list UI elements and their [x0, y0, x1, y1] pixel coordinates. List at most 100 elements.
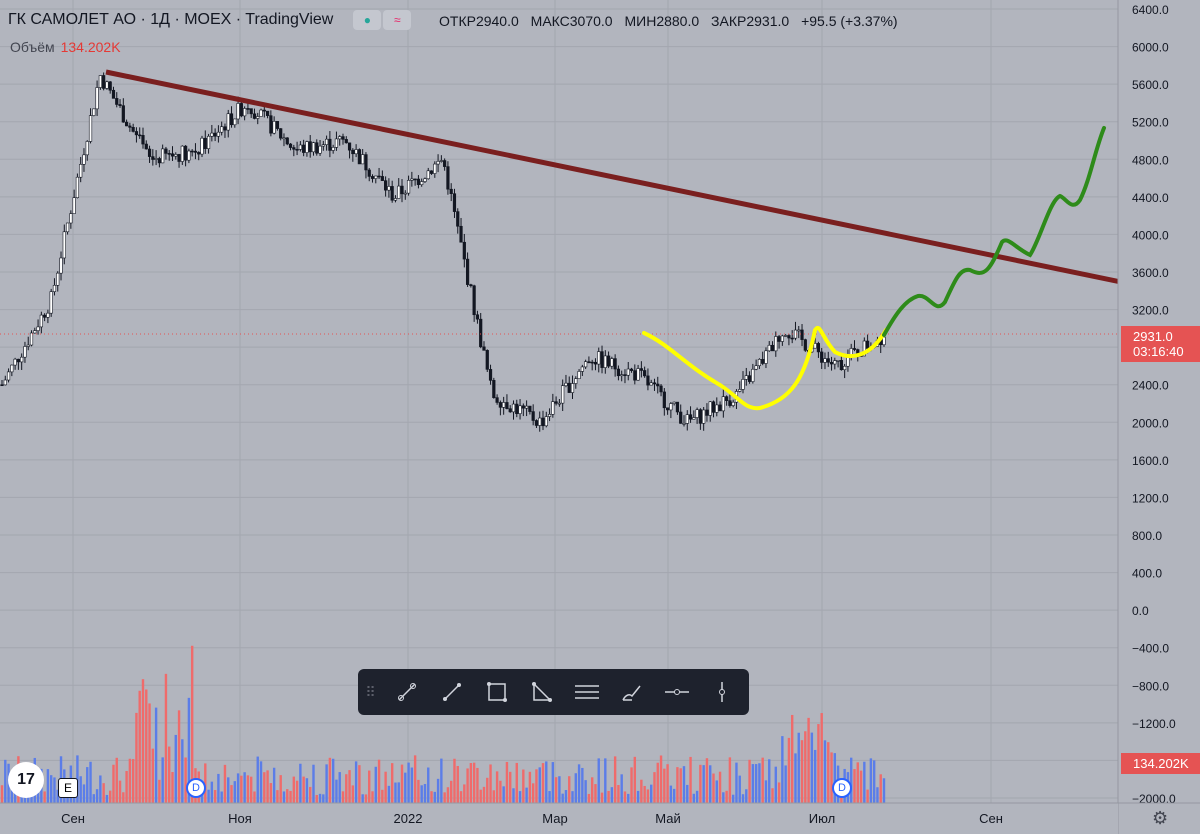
volume-bar	[325, 764, 328, 803]
candle-body	[52, 284, 57, 292]
volume-bar	[531, 783, 535, 803]
chart-header: ГК САМОЛЕТ АО · 1Д · MOEX · TradingView …	[8, 10, 412, 30]
candle-body	[557, 402, 561, 405]
open-label: ОТКР	[439, 13, 476, 29]
volume-bar	[56, 789, 59, 803]
settings-gear-icon[interactable]: ⚙	[1152, 808, 1169, 828]
candle-body	[105, 81, 109, 89]
candle-body	[390, 186, 394, 201]
volume-bar	[345, 774, 348, 803]
volume-bar	[574, 773, 577, 803]
volume-bar	[705, 758, 709, 803]
parallel-lines-icon[interactable]	[564, 669, 609, 715]
symbol-title[interactable]: ГК САМОЛЕТ АО · 1Д · MOEX · TradingView	[8, 11, 334, 28]
volume-bar	[646, 789, 650, 803]
volume-bar	[79, 776, 82, 803]
candle-body	[826, 358, 830, 363]
candle-body	[462, 241, 466, 260]
candle-body	[357, 149, 361, 165]
volume-bar	[650, 784, 653, 803]
volume-bar	[633, 756, 637, 803]
volume-bar	[827, 742, 830, 803]
candle-body	[646, 375, 650, 386]
candle-body	[420, 181, 424, 185]
candle-body	[72, 197, 76, 214]
candle-body	[534, 420, 539, 426]
candle-body	[351, 149, 355, 155]
candle-body	[328, 138, 332, 151]
dividend-marker[interactable]: D	[186, 778, 206, 798]
candle-body	[744, 375, 748, 380]
candle-body	[606, 355, 611, 367]
candle-body	[275, 121, 280, 129]
candle-body	[131, 127, 135, 132]
volume-bar	[672, 788, 676, 803]
candle-body	[16, 358, 20, 363]
data-feed-icon[interactable]: ≈	[383, 10, 412, 30]
status-dot-icon[interactable]: ●	[353, 10, 382, 30]
volume-bar	[223, 764, 227, 803]
dividend-marker[interactable]: D	[832, 778, 852, 798]
vertical-line-icon[interactable]	[699, 669, 744, 715]
candle-body	[115, 98, 119, 105]
volume-bar	[754, 764, 758, 803]
volume-bar	[830, 752, 833, 803]
candle-body	[629, 368, 634, 371]
volume-bar	[866, 789, 869, 803]
volume-bar	[627, 793, 630, 803]
candle-body	[698, 409, 702, 424]
volume-bar	[790, 714, 794, 803]
candle-body	[593, 361, 598, 365]
volume-bar	[863, 761, 866, 803]
candle-body	[839, 360, 843, 371]
drag-handle-icon[interactable]: ⠿	[365, 683, 377, 700]
candle-body	[426, 170, 430, 180]
volume-bar	[269, 783, 273, 803]
volume-bar	[266, 770, 269, 803]
tradingview-logo-icon[interactable]: 17	[8, 762, 44, 798]
volume-bar	[774, 766, 777, 803]
candle-body	[397, 185, 401, 199]
volume-bar	[204, 763, 207, 803]
candle-body	[62, 231, 66, 259]
rectangle-icon[interactable]	[474, 669, 519, 715]
drawing-toolbar: ⠿	[358, 669, 749, 715]
volume-bar	[371, 791, 374, 803]
horizontal-ray-icon[interactable]	[654, 669, 699, 715]
candle-body	[659, 385, 663, 393]
candle-body	[170, 153, 175, 157]
trend-line-icon[interactable]	[384, 669, 429, 715]
ray-icon[interactable]	[429, 669, 474, 715]
volume-bar	[545, 761, 548, 803]
volume-bar	[492, 790, 496, 803]
candle-body	[721, 396, 725, 412]
brush-icon[interactable]	[609, 669, 654, 715]
volume-bar	[354, 761, 358, 803]
candle-body	[623, 374, 627, 376]
candle-body	[361, 154, 365, 165]
candle-body	[85, 141, 89, 156]
candle-body	[39, 314, 43, 328]
volume-bar	[853, 769, 856, 803]
earnings-marker[interactable]: E	[58, 778, 78, 798]
candle-body	[344, 139, 348, 144]
volume-legend[interactable]: Объём 134.202K	[10, 39, 121, 55]
candle-body	[505, 402, 509, 409]
candle-body	[121, 105, 125, 123]
volume-bar	[535, 769, 538, 803]
candle-body	[377, 175, 381, 178]
candle-body	[829, 361, 834, 365]
triangle-icon[interactable]	[519, 669, 564, 715]
volume-price-tag: 134.202K	[1121, 753, 1200, 774]
candle-body	[111, 89, 116, 99]
candle-body	[325, 138, 329, 146]
volume-bar	[568, 776, 571, 803]
volume-bar	[164, 673, 168, 803]
candle-body	[331, 147, 335, 151]
volume-bar	[410, 767, 414, 803]
candle-body	[246, 108, 250, 110]
candle-body	[662, 391, 666, 409]
candle-body	[705, 409, 709, 416]
volume-bar	[781, 736, 784, 803]
